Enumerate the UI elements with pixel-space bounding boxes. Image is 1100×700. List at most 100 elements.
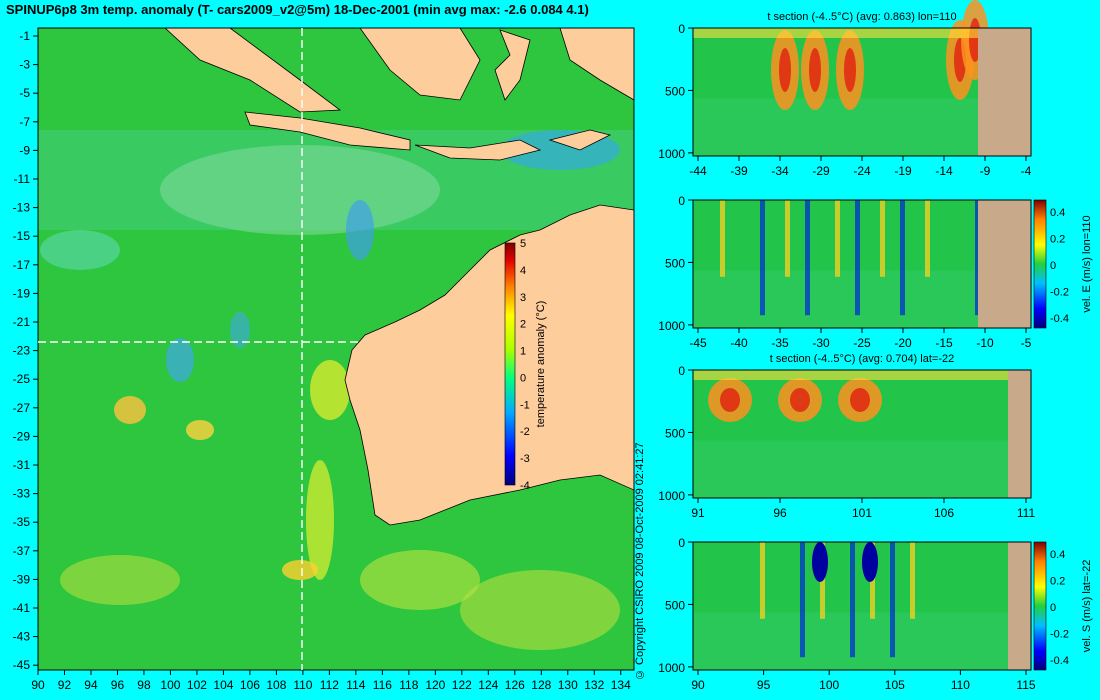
section-colorbar-tick: 0.2 <box>1050 234 1065 246</box>
section-colorbar-tick: -0.4 <box>1050 655 1069 667</box>
lon-tick-label: 98 <box>137 678 151 692</box>
section-x-tick: -14 <box>935 164 953 178</box>
lon-axis: 90 92 94 96 98 100 102 104 106 108 110 112 114 116 118… <box>31 670 631 692</box>
section-x-tick: 100 <box>819 678 839 692</box>
section-y-tick: 1000 <box>658 319 685 333</box>
lat-tick-label: -11 <box>14 172 31 186</box>
lat-tick-label: -19 <box>13 286 31 300</box>
section-x-tick: -44 <box>689 164 707 178</box>
colorbar-tick-label: -4 <box>520 480 530 492</box>
lon-tick-label: 134 <box>611 678 631 692</box>
section-title: t section (-4..5°C) (avg: 0.704) lat=-22 <box>770 353 954 365</box>
lon-tick-label: 124 <box>478 678 498 692</box>
section-y-tick: 0 <box>678 536 685 550</box>
lat-tick-label: -27 <box>13 401 31 415</box>
colorbar-tick-label: 1 <box>520 346 526 358</box>
section-y-tick: 0 <box>678 364 685 378</box>
section-land <box>1008 542 1031 670</box>
section-field <box>693 28 1031 156</box>
section-x-tick: 105 <box>885 678 905 692</box>
section-y-tick: 0 <box>678 22 685 36</box>
sulawesi <box>494 29 531 101</box>
lon-tick-label: 120 <box>425 678 445 692</box>
section-colorbar-tick: 0 <box>1050 260 1056 272</box>
lat-tick-label: -15 <box>13 229 31 243</box>
lat-tick-label: -45 <box>13 658 31 672</box>
lon-tick-label: 132 <box>584 678 604 692</box>
lon-tick-label: 130 <box>558 678 578 692</box>
new-guinea <box>559 28 634 101</box>
lon-tick-label: 122 <box>452 678 472 692</box>
lon-tick-label: 96 <box>111 678 125 692</box>
section-x-tick: -5 <box>1021 336 1032 350</box>
lat-tick-label: -25 <box>13 372 31 386</box>
section-x-tick: -30 <box>812 336 830 350</box>
section-colorbar <box>1033 541 1047 671</box>
timor <box>548 129 612 151</box>
lat-tick-label: -5 <box>19 86 30 100</box>
section-field <box>693 370 1031 498</box>
map-colorbar-ticks: 5 4 3 2 1 0 -1 -2 -3 -4 <box>520 238 530 492</box>
section-x-tick: 106 <box>934 506 954 520</box>
lon-tick-label: 116 <box>373 678 392 692</box>
figure-title: SPINUP6p8 3m temp. anomaly (T- cars2009_… <box>6 2 589 17</box>
australia <box>344 204 634 526</box>
map-colorbar-label: temperature anomaly (°C) <box>535 301 547 428</box>
section-x-tick: -10 <box>976 336 994 350</box>
section-x-tick: -20 <box>894 336 912 350</box>
section-x-tick: -34 <box>771 164 789 178</box>
lat-tick-label: -17 <box>13 258 31 272</box>
lon-tick-label: 90 <box>31 678 45 692</box>
section-colorbar-tick: -0.2 <box>1050 287 1069 299</box>
section-field <box>693 542 1031 670</box>
section-x-tick: -39 <box>730 164 748 178</box>
lat-tick-label: -35 <box>13 515 31 529</box>
colorbar-tick-label: 2 <box>520 319 526 331</box>
lat-tick-label: -3 <box>19 58 30 72</box>
lon-tick-label: 108 <box>266 678 286 692</box>
lon-tick-label: 126 <box>505 678 525 692</box>
section-x-tick: 115 <box>1016 678 1035 692</box>
lon-tick-label: 92 <box>58 678 72 692</box>
lat-tick-label: -31 <box>13 458 31 472</box>
section-y-tick: 1000 <box>658 661 685 675</box>
section-x-tick: -29 <box>812 164 830 178</box>
section-colorbar-tick: 0.4 <box>1050 207 1065 219</box>
section-x-tick: -19 <box>894 164 912 178</box>
section-x-tick: 95 <box>757 678 771 692</box>
section-y-tick: 1000 <box>658 489 685 503</box>
colorbar-tick-label: 4 <box>520 265 526 277</box>
copyright-text: © Copyright CSIRO 2009 08-Oct-2009 02:41… <box>634 442 646 680</box>
lat-tick-label: -21 <box>13 315 31 329</box>
lat-tick-label: -7 <box>19 115 30 129</box>
map-colorbar <box>504 242 516 486</box>
section-colorbar-tick: 0.4 <box>1050 549 1065 561</box>
section-x-tick: -40 <box>730 336 748 350</box>
borneo <box>359 28 481 101</box>
sumatra <box>164 28 342 113</box>
section-y-tick: 1000 <box>658 147 685 161</box>
lat-tick-label: -13 <box>13 201 31 215</box>
section-land <box>1008 370 1031 498</box>
lon-tick-label: 114 <box>346 678 365 692</box>
section-x-tick: -45 <box>689 336 707 350</box>
section-x-tick: -24 <box>853 164 871 178</box>
section-colorbar-tick: 0.2 <box>1050 576 1065 588</box>
section-colorbar-tick: 0 <box>1050 602 1056 614</box>
section-title: t section (-4..5°C) (avg: 0.863) lon=110 <box>767 11 956 23</box>
lat-axis: -1 -3 -5 -7 -9 -11 -13 -15 -17 -19 -21 -23 -25 -27 -29… <box>13 29 38 672</box>
section-land <box>978 200 1031 328</box>
section-x-tick: 110 <box>951 678 970 692</box>
lat-tick-label: -23 <box>13 344 31 358</box>
section-x-tick: 96 <box>773 506 787 520</box>
section-x-tick: 91 <box>691 506 705 520</box>
section-y-tick: 500 <box>665 598 685 612</box>
section-x-tick: -4 <box>1021 164 1032 178</box>
lon-tick-label: 128 <box>531 678 551 692</box>
section-y-tick: 500 <box>665 426 685 440</box>
colorbar-tick-label: 5 <box>520 238 526 250</box>
section-colorbar-label: vel. S (m/s) lat=-22 <box>1081 560 1093 653</box>
lon-tick-label: 94 <box>84 678 98 692</box>
lat-tick-label: -9 <box>19 143 30 157</box>
section-x-tick: 111 <box>1017 506 1036 520</box>
